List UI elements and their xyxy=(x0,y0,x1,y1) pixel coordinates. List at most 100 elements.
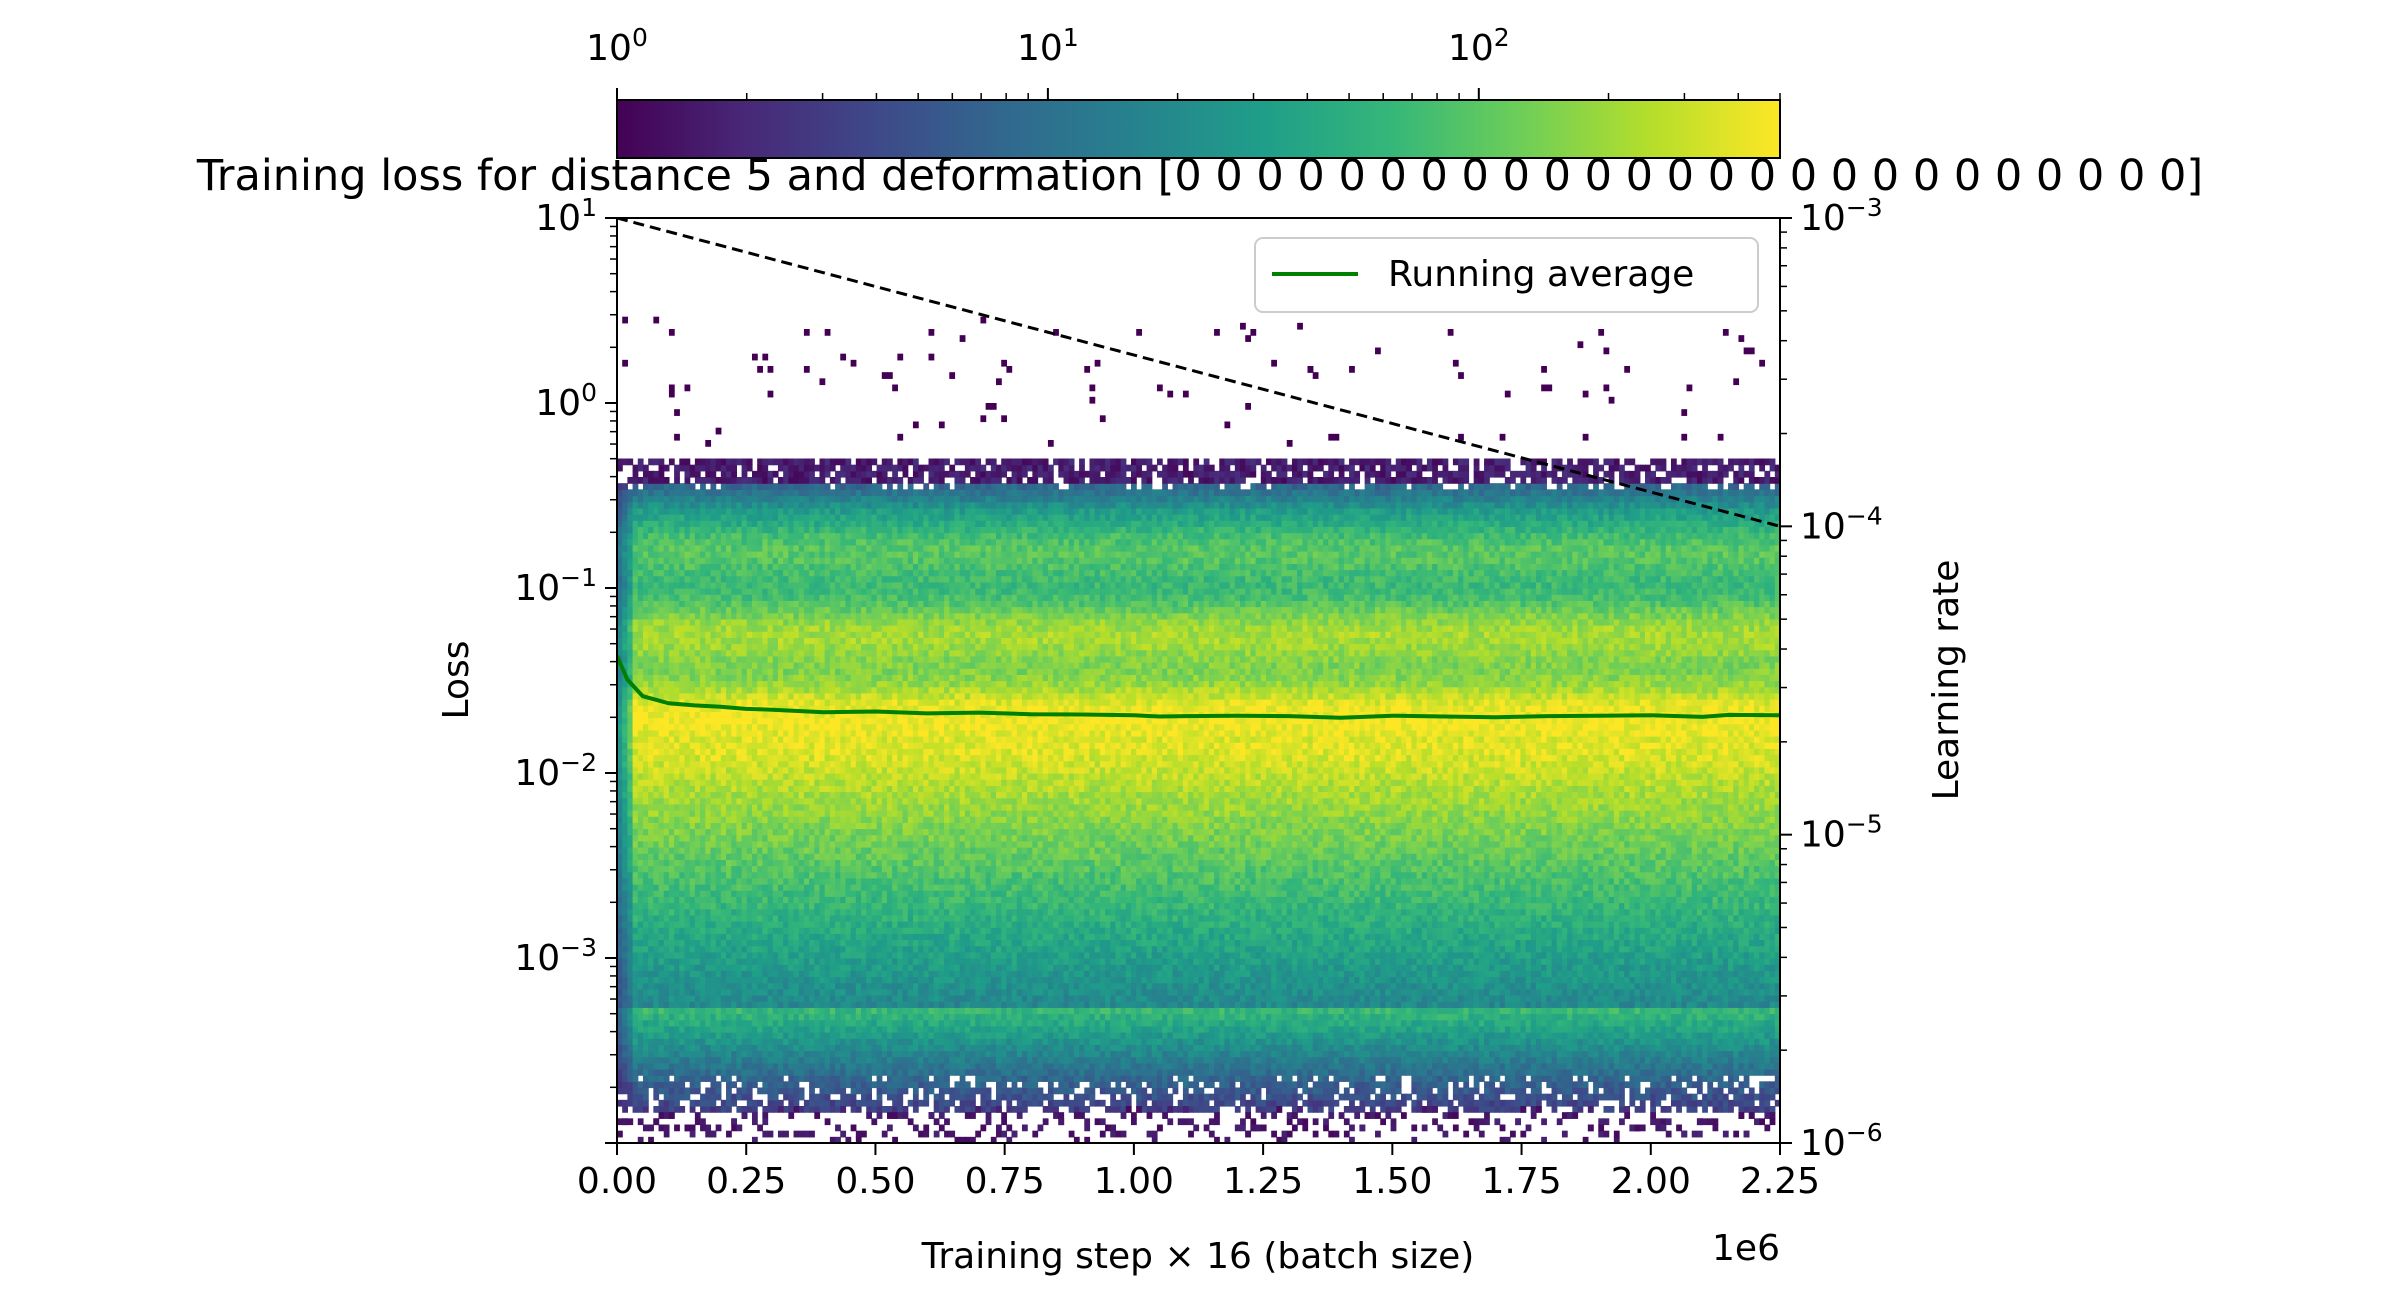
heatmap-cell xyxy=(1359,1026,1365,1033)
heatmap-cell xyxy=(1136,1069,1142,1076)
heatmap-cell xyxy=(970,1094,976,1101)
heatmap-cell xyxy=(1089,1007,1095,1014)
heatmap-cell xyxy=(1167,1044,1173,1051)
heatmap-cell xyxy=(1079,1069,1085,1076)
heatmap-cell xyxy=(1230,1088,1236,1095)
heatmap-cell xyxy=(1391,1075,1397,1082)
heatmap-cell xyxy=(1515,1032,1521,1039)
heatmap-cell xyxy=(1027,1007,1033,1014)
heatmap-cell xyxy=(1032,1051,1038,1058)
heatmap-cell xyxy=(1671,1044,1677,1051)
heatmap-cell xyxy=(991,1075,997,1082)
heatmap-cell xyxy=(825,1088,831,1095)
heatmap-cell xyxy=(1235,1094,1241,1101)
heatmap-cell xyxy=(1500,1007,1506,1014)
heatmap-cell xyxy=(1759,1007,1765,1014)
heatmap-cell xyxy=(1448,995,1454,1002)
heatmap-cell xyxy=(1100,1057,1106,1064)
heatmap-cell xyxy=(954,1026,960,1033)
heatmap-cell xyxy=(799,1106,805,1113)
heatmap-cell xyxy=(1681,1001,1687,1008)
heatmap-cell xyxy=(659,970,665,977)
heatmap-cell xyxy=(887,1081,893,1088)
heatmap-cell xyxy=(1427,1069,1433,1076)
heatmap-cell xyxy=(934,970,940,977)
heatmap-cell xyxy=(648,1069,654,1076)
heatmap-cell xyxy=(913,1007,919,1014)
heatmap-cell xyxy=(1043,977,1049,984)
heatmap-cell xyxy=(840,1081,846,1088)
heatmap-cell xyxy=(1661,1044,1667,1051)
heatmap-cell xyxy=(1603,1081,1609,1088)
heatmap-cell xyxy=(648,1051,654,1058)
heatmap-cell xyxy=(1219,995,1225,1002)
heatmap-cell xyxy=(1006,1026,1012,1033)
heatmap-cell xyxy=(1479,989,1485,996)
heatmap-cell xyxy=(1069,964,1075,971)
heatmap-cell xyxy=(1578,977,1584,984)
heatmap-cell xyxy=(1271,1044,1277,1051)
heatmap-cell xyxy=(1593,1100,1599,1107)
heatmap-cell xyxy=(747,1075,753,1082)
heatmap-cell xyxy=(710,1057,716,1064)
heatmap-cell xyxy=(1167,1026,1173,1033)
heatmap-cell xyxy=(1448,970,1454,977)
heatmap-cell xyxy=(1437,1069,1443,1076)
heatmap-cell xyxy=(1432,1081,1438,1088)
heatmap-cell xyxy=(653,1026,659,1033)
heatmap-cell xyxy=(1474,1032,1480,1039)
heatmap-cell xyxy=(814,1075,820,1082)
heatmap-cell xyxy=(705,1007,711,1014)
heatmap-cell xyxy=(1292,1057,1298,1064)
heatmap-cell xyxy=(674,989,680,996)
heatmap-cell xyxy=(1552,1038,1558,1045)
heatmap-cell xyxy=(1723,1057,1729,1064)
heatmap-cell xyxy=(1131,1069,1137,1076)
heatmap-cell xyxy=(1749,1051,1755,1058)
heatmap-cell xyxy=(1017,970,1023,977)
heatmap-cell xyxy=(830,989,836,996)
heatmap-cell xyxy=(1375,1038,1381,1045)
heatmap-cell xyxy=(1567,970,1573,977)
heatmap-cell xyxy=(638,1100,644,1107)
heatmap-cell xyxy=(835,977,841,984)
heatmap-cell xyxy=(1115,1051,1121,1058)
heatmap-cell xyxy=(1064,970,1070,977)
heatmap-cell xyxy=(1552,1020,1558,1027)
heatmap-cell xyxy=(1365,1044,1371,1051)
heatmap-cell xyxy=(1557,1063,1563,1070)
heatmap-cell xyxy=(892,1081,898,1088)
heatmap-cell xyxy=(1313,1051,1319,1058)
heatmap-cell xyxy=(1136,1075,1142,1082)
heatmap-cell xyxy=(1702,970,1708,977)
heatmap-cell xyxy=(1209,1014,1215,1021)
heatmap-cell xyxy=(1687,1075,1693,1082)
heatmap-cell xyxy=(622,1069,628,1076)
heatmap-cell xyxy=(638,970,644,977)
heatmap-cell xyxy=(1552,1106,1558,1113)
heatmap-cell xyxy=(1333,1051,1339,1058)
heatmap-cell xyxy=(1520,1020,1526,1027)
heatmap-cell xyxy=(757,983,763,990)
heatmap-cell xyxy=(1697,1057,1703,1064)
heatmap-cell xyxy=(1385,1044,1391,1051)
heatmap-cell xyxy=(1744,1001,1750,1008)
heatmap-cell xyxy=(1058,989,1064,996)
heatmap-cell xyxy=(799,1001,805,1008)
heatmap-cell xyxy=(1230,1038,1236,1045)
heatmap-cell xyxy=(1193,1020,1199,1027)
heatmap-cell xyxy=(1183,1081,1189,1088)
heatmap-cell xyxy=(1006,1020,1012,1027)
heatmap-cell xyxy=(1443,1044,1449,1051)
heatmap-cell xyxy=(742,1014,748,1021)
heatmap-cell xyxy=(1603,995,1609,1002)
heatmap-cell xyxy=(1230,1044,1236,1051)
heatmap-cell xyxy=(1199,1075,1205,1082)
heatmap-cell xyxy=(1536,1081,1542,1088)
heatmap-cell xyxy=(674,1044,680,1051)
heatmap-cell xyxy=(1375,1063,1381,1070)
heatmap-cell xyxy=(1583,1057,1589,1064)
heatmap-cell xyxy=(1427,977,1433,984)
heatmap-cell xyxy=(1162,989,1168,996)
heatmap-cell xyxy=(721,1014,727,1021)
